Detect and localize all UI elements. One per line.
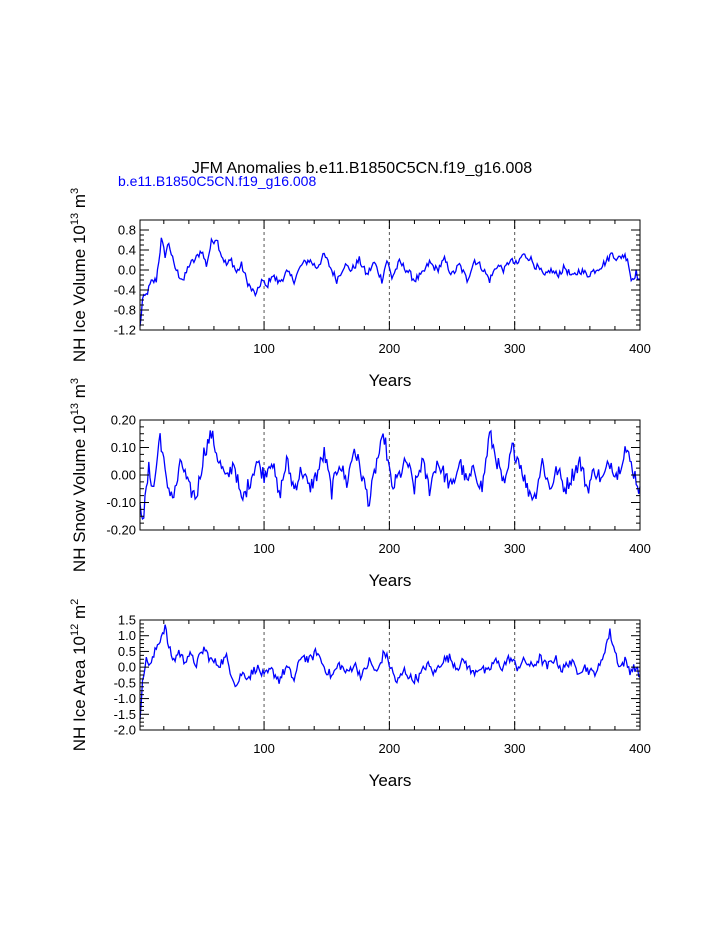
series-line [139, 236, 641, 327]
y-tick-label: -1.5 [114, 707, 136, 722]
y-tick-label: 0.10 [111, 440, 136, 455]
y-axis-label-part: NH Snow Volume 10 [70, 415, 89, 572]
y-axis-label-exponent: 12 [69, 624, 81, 636]
x-tick-label: 300 [504, 541, 526, 556]
y-tick-label: 0.00 [111, 468, 136, 483]
x-tick-label: 100 [253, 741, 275, 756]
series-line [139, 429, 641, 520]
y-tick-label: 0.0 [118, 263, 136, 278]
y-tick-label: 0.4 [118, 243, 136, 258]
panels: 100 200 300 400 0.8 0.4 0.0 -0.4 -0.8 -1.2 Years NH… [69, 188, 651, 790]
y-tick-label: -2.0 [114, 723, 136, 738]
y-tick-label: 0.20 [111, 413, 136, 428]
y-tick-label: 0.5 [118, 644, 136, 659]
y-axis-label-part: NH Ice Area 10 [70, 636, 89, 751]
x-tick-label: 200 [379, 541, 401, 556]
figure-subtitle: b.e11.B1850C5CN.f19_g16.008 [118, 173, 316, 189]
y-axis-label: NH Ice Volume 1013 m3 [69, 188, 89, 362]
x-axis-label: Years [369, 571, 412, 590]
y-tick-label: -1.2 [114, 323, 136, 338]
y-tick-label: -1.0 [114, 691, 136, 706]
x-axis-label: Years [369, 771, 412, 790]
plot-frame [139, 419, 641, 531]
x-tick-label: 200 [379, 341, 401, 356]
y-tick-label: 0.0 [118, 660, 136, 675]
chart-panel-1: 100 200 300 400 0.8 0.4 0.0 -0.4 -0.8 -1.2 Years NH… [69, 188, 651, 390]
y-axis-label-exponent: 13 [69, 213, 81, 225]
plot-frame [139, 619, 641, 731]
x-tick-label: 300 [504, 341, 526, 356]
y-tick-label: 0.8 [118, 223, 136, 238]
x-axis-label: Years [369, 371, 412, 390]
y-axis-label-exponent: 3 [69, 188, 81, 194]
x-tick-label: 400 [629, 541, 651, 556]
x-tick-label: 100 [253, 541, 275, 556]
y-tick-label: -0.10 [106, 495, 136, 510]
y-axis-label-part: NH Ice Volume 10 [70, 225, 89, 362]
y-axis-label-part: m [70, 605, 89, 624]
x-tick-label: 300 [504, 741, 526, 756]
y-tick-label: -0.20 [106, 523, 136, 538]
y-axis-label-exponent: 2 [69, 599, 81, 605]
y-tick-label: 1.5 [118, 613, 136, 628]
y-tick-label: -0.4 [114, 283, 136, 298]
y-tick-label: -0.8 [114, 303, 136, 318]
x-tick-label: 400 [629, 341, 651, 356]
chart-panel-2: 100 200 300 400 0.20 0.10 0.00 -0.10 -0.20 Years N… [69, 378, 651, 590]
y-tick-label: -0.5 [114, 675, 136, 690]
y-tick-label: 1.0 [118, 628, 136, 643]
y-axis-label-part: m [70, 194, 89, 213]
y-axis-label-exponent: 3 [69, 378, 81, 384]
plot-frame [139, 219, 641, 331]
y-axis-label-part: m [70, 384, 89, 403]
y-axis-label: NH Snow Volume 1013 m3 [69, 378, 89, 572]
chart-panel-3: 100 200 300 400 1.51.00.50.0-0.5-1.0-1.5-2.0… [69, 599, 651, 790]
x-tick-label: 100 [253, 341, 275, 356]
y-axis-label-exponent: 13 [69, 403, 81, 415]
x-tick-label: 200 [379, 741, 401, 756]
x-tick-label: 400 [629, 741, 651, 756]
y-axis-label: NH Ice Area 1012 m2 [69, 599, 89, 752]
figure-title: JFM Anomalies b.e11.B1850C5CN.f19_g16.00… [192, 160, 532, 177]
series-line [139, 624, 641, 720]
